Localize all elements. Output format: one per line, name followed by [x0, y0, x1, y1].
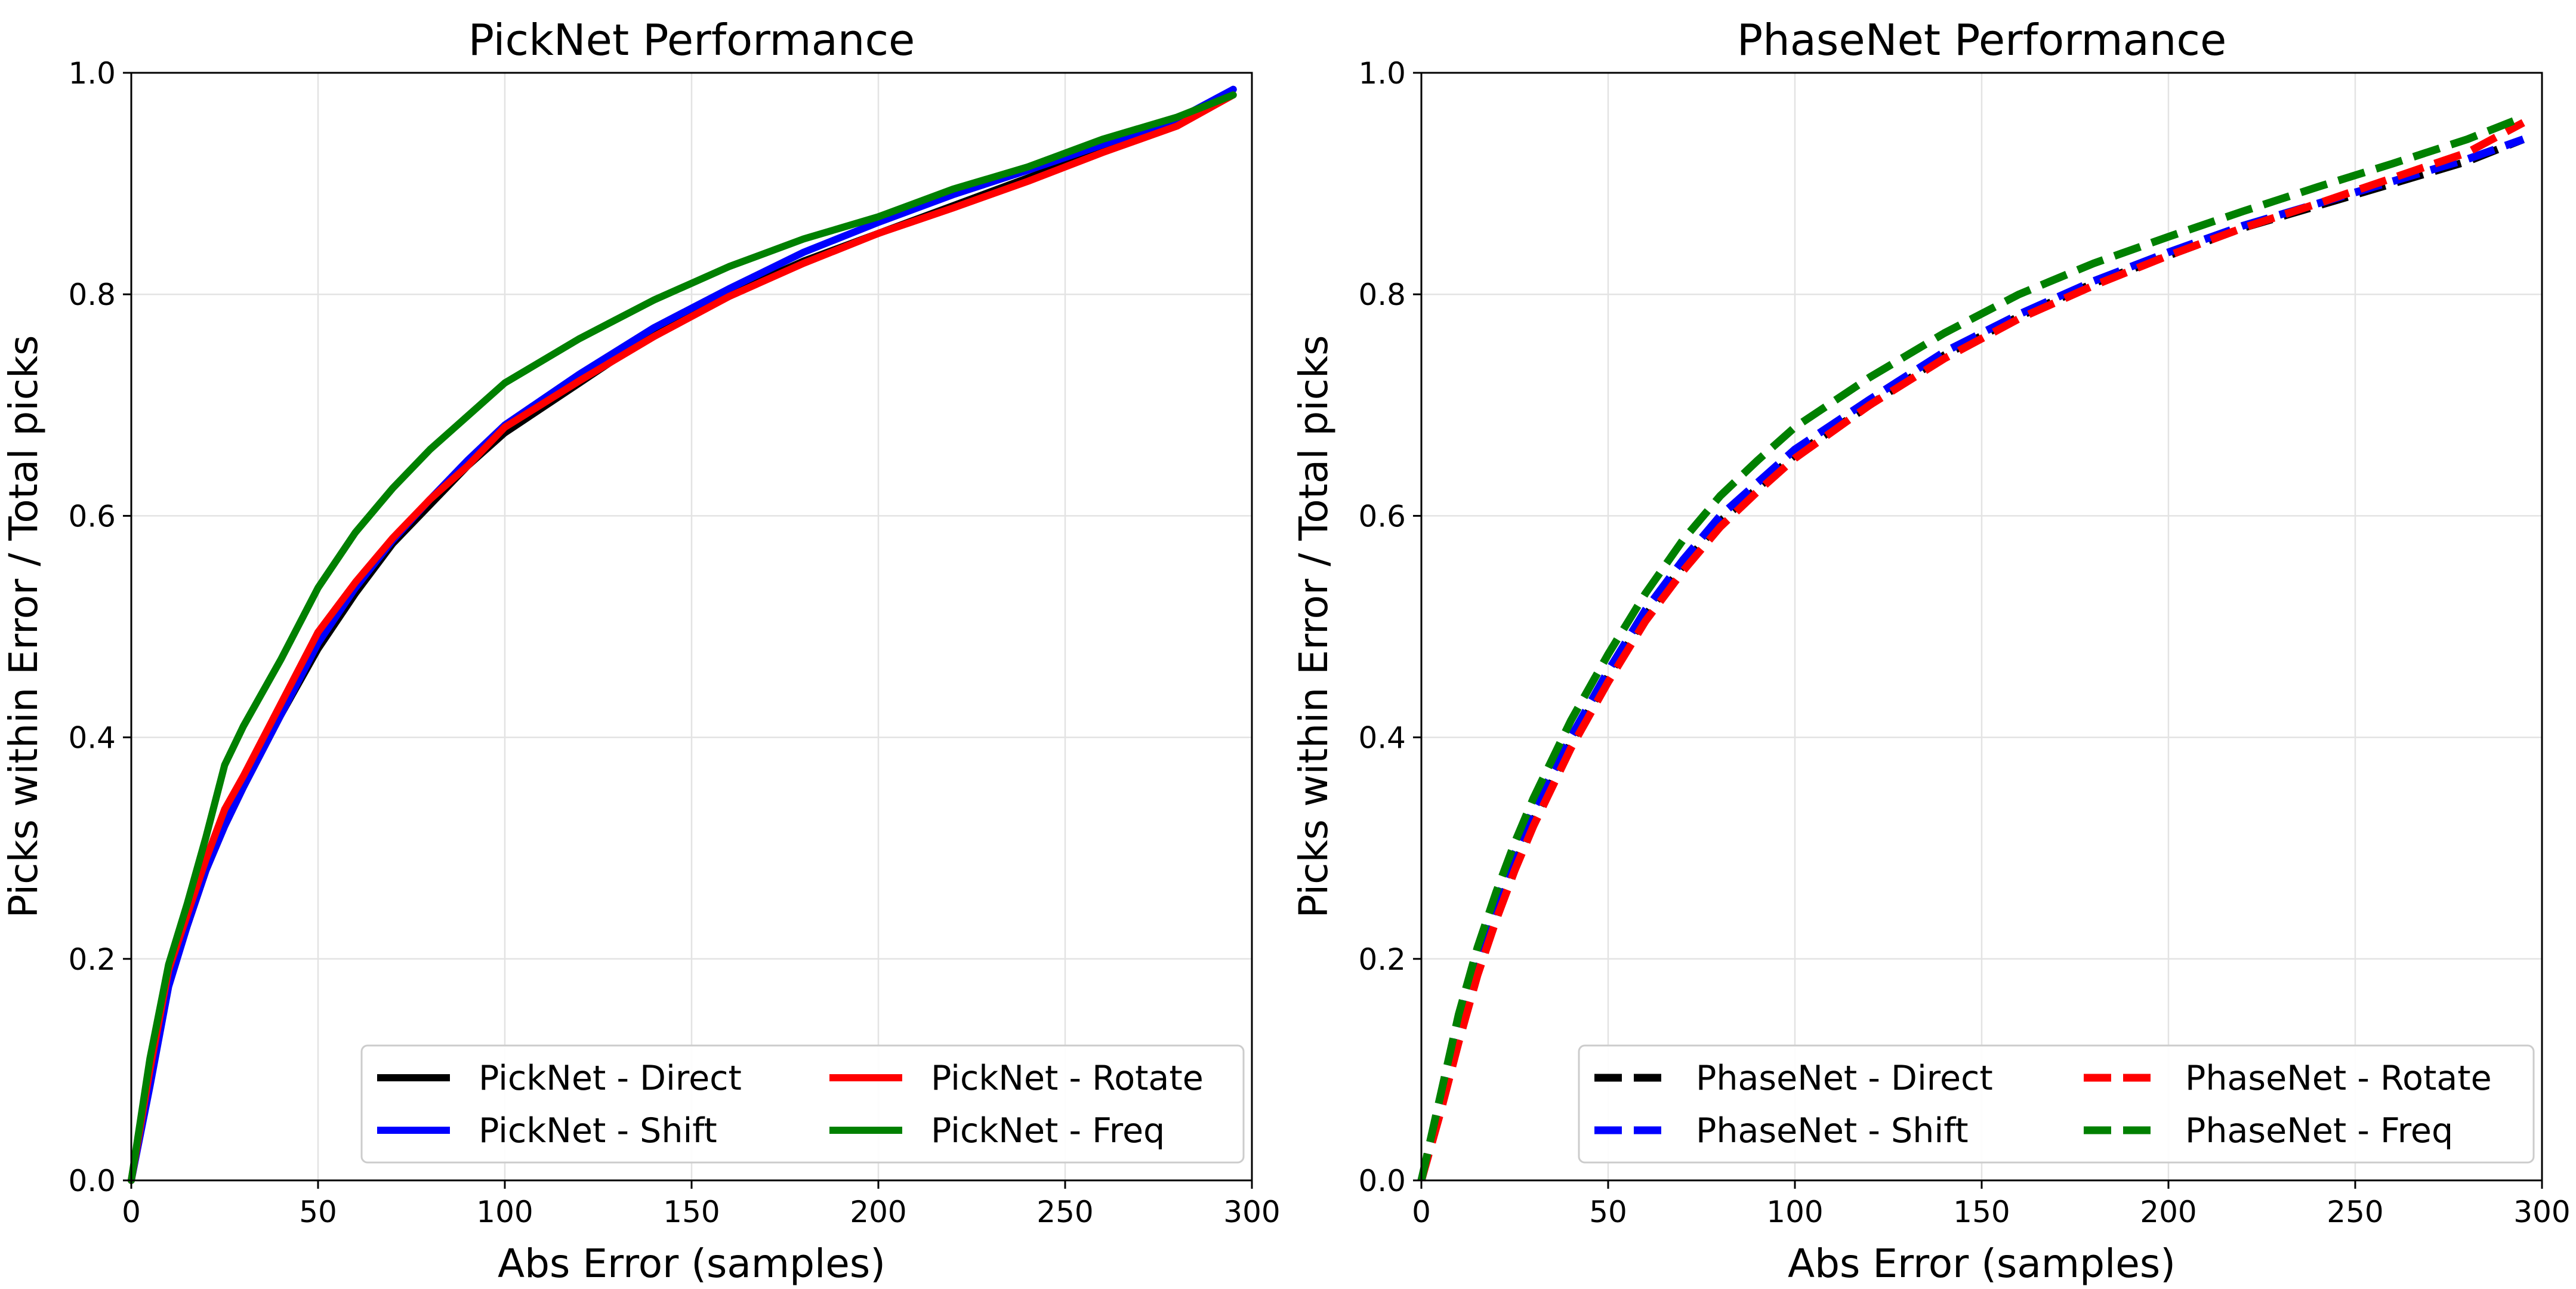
picknet-x-tick-label: 0 [122, 1195, 141, 1229]
phasenet-freq-legend-label: PhaseNet - Freq [2185, 1111, 2453, 1151]
picknet-y-tick-label: 1.0 [68, 56, 116, 91]
picknet-rotate-line [128, 91, 1237, 1184]
phasenet-curves [1417, 113, 2525, 1182]
phasenet-direct-legend-label: PhaseNet - Direct [1696, 1059, 1993, 1098]
phasenet-y-ticks: 0.0 0.2 0.4 0.6 0.8 1.0 [1358, 56, 1421, 1198]
phasenet-y-tick-label: 0.0 [1358, 1164, 1406, 1198]
phasenet-x-axis-label: Abs Error (samples) [1788, 1241, 2176, 1287]
phasenet-chart-title: PhaseNet Performance [1737, 15, 2227, 65]
picknet-rotate-legend-label: PickNet - Rotate [931, 1059, 1204, 1098]
picknet-y-tick-label: 0.4 [68, 721, 116, 755]
phasenet-panel: 0 50 100 150 200 250 300 0.0 0.2 0.4 0.6 0.8 1.0 Ph… [1291, 15, 2571, 1287]
phasenet-legend: PhaseNet - Direct PhaseNet - Shift PhaseNe… [1578, 1044, 2535, 1164]
picknet-x-tick-label: 300 [1223, 1195, 1280, 1229]
phasenet-x-ticks: 0 50 100 150 200 250 300 [1412, 1180, 2571, 1229]
phasenet-y-axis-label: Picks within Error / Total picks [1291, 335, 1337, 918]
picknet-y-tick-label: 0.8 [68, 277, 116, 312]
picknet-x-tick-label: 100 [476, 1195, 533, 1229]
picknet-x-tick-label: 250 [1036, 1195, 1093, 1229]
phasenet-legend-box [1578, 1044, 2535, 1164]
picknet-panel: 0 50 100 150 200 250 300 0.0 0.2 0.4 0.6 0.8 1.0 Pi… [1, 15, 1281, 1287]
picknet-y-ticks: 0.0 0.2 0.4 0.6 0.8 1.0 [68, 56, 131, 1198]
phasenet-y-tick-label: 0.8 [1358, 277, 1406, 312]
picknet-legend-box [360, 1044, 1245, 1164]
picknet-x-tick-label: 150 [663, 1195, 720, 1229]
picknet-y-tick-label: 0.6 [68, 499, 116, 534]
picknet-x-tick-label: 50 [299, 1195, 337, 1229]
phasenet-y-tick-label: 0.4 [1358, 721, 1406, 755]
picknet-y-tick-label: 0.2 [68, 942, 116, 977]
picknet-legend: PickNet - Direct PickNet - Shift PickNet -… [360, 1044, 1245, 1164]
phasenet-x-tick-label: 150 [1953, 1195, 2010, 1229]
picknet-y-tick-label: 0.0 [68, 1164, 116, 1198]
phasenet-x-tick-label: 250 [2327, 1195, 2383, 1229]
picknet-direct-legend-label: PickNet - Direct [479, 1059, 742, 1098]
phasenet-rotate-line [1417, 119, 2525, 1182]
picknet-curves [128, 85, 1237, 1184]
phasenet-y-tick-label: 0.6 [1358, 499, 1406, 534]
phasenet-x-tick-label: 100 [1766, 1195, 1823, 1229]
picknet-x-tick-label: 200 [850, 1195, 906, 1229]
picknet-x-ticks: 0 50 100 150 200 250 300 [122, 1180, 1281, 1229]
phasenet-rotate-legend-label: PhaseNet - Rotate [2185, 1059, 2492, 1098]
picknet-freq-legend-label: PickNet - Freq [931, 1111, 1165, 1151]
picknet-x-axis-label: Abs Error (samples) [498, 1241, 886, 1287]
picknet-chart-title: PickNet Performance [468, 15, 915, 65]
picknet-shift-legend-label: PickNet - Shift [479, 1111, 717, 1151]
phasenet-y-tick-label: 0.2 [1358, 942, 1406, 977]
phasenet-shift-legend-label: PhaseNet - Shift [1696, 1111, 1969, 1151]
phasenet-y-tick-label: 1.0 [1358, 56, 1406, 91]
phasenet-x-tick-label: 300 [2513, 1195, 2570, 1229]
phasenet-x-tick-label: 50 [1589, 1195, 1627, 1229]
picknet-freq-line [128, 91, 1237, 1184]
phasenet-x-tick-label: 0 [1412, 1195, 1431, 1229]
picknet-y-axis-label: Picks within Error / Total picks [1, 335, 47, 918]
phasenet-x-tick-label: 200 [2140, 1195, 2196, 1229]
phasenet-freq-line [1417, 113, 2525, 1182]
